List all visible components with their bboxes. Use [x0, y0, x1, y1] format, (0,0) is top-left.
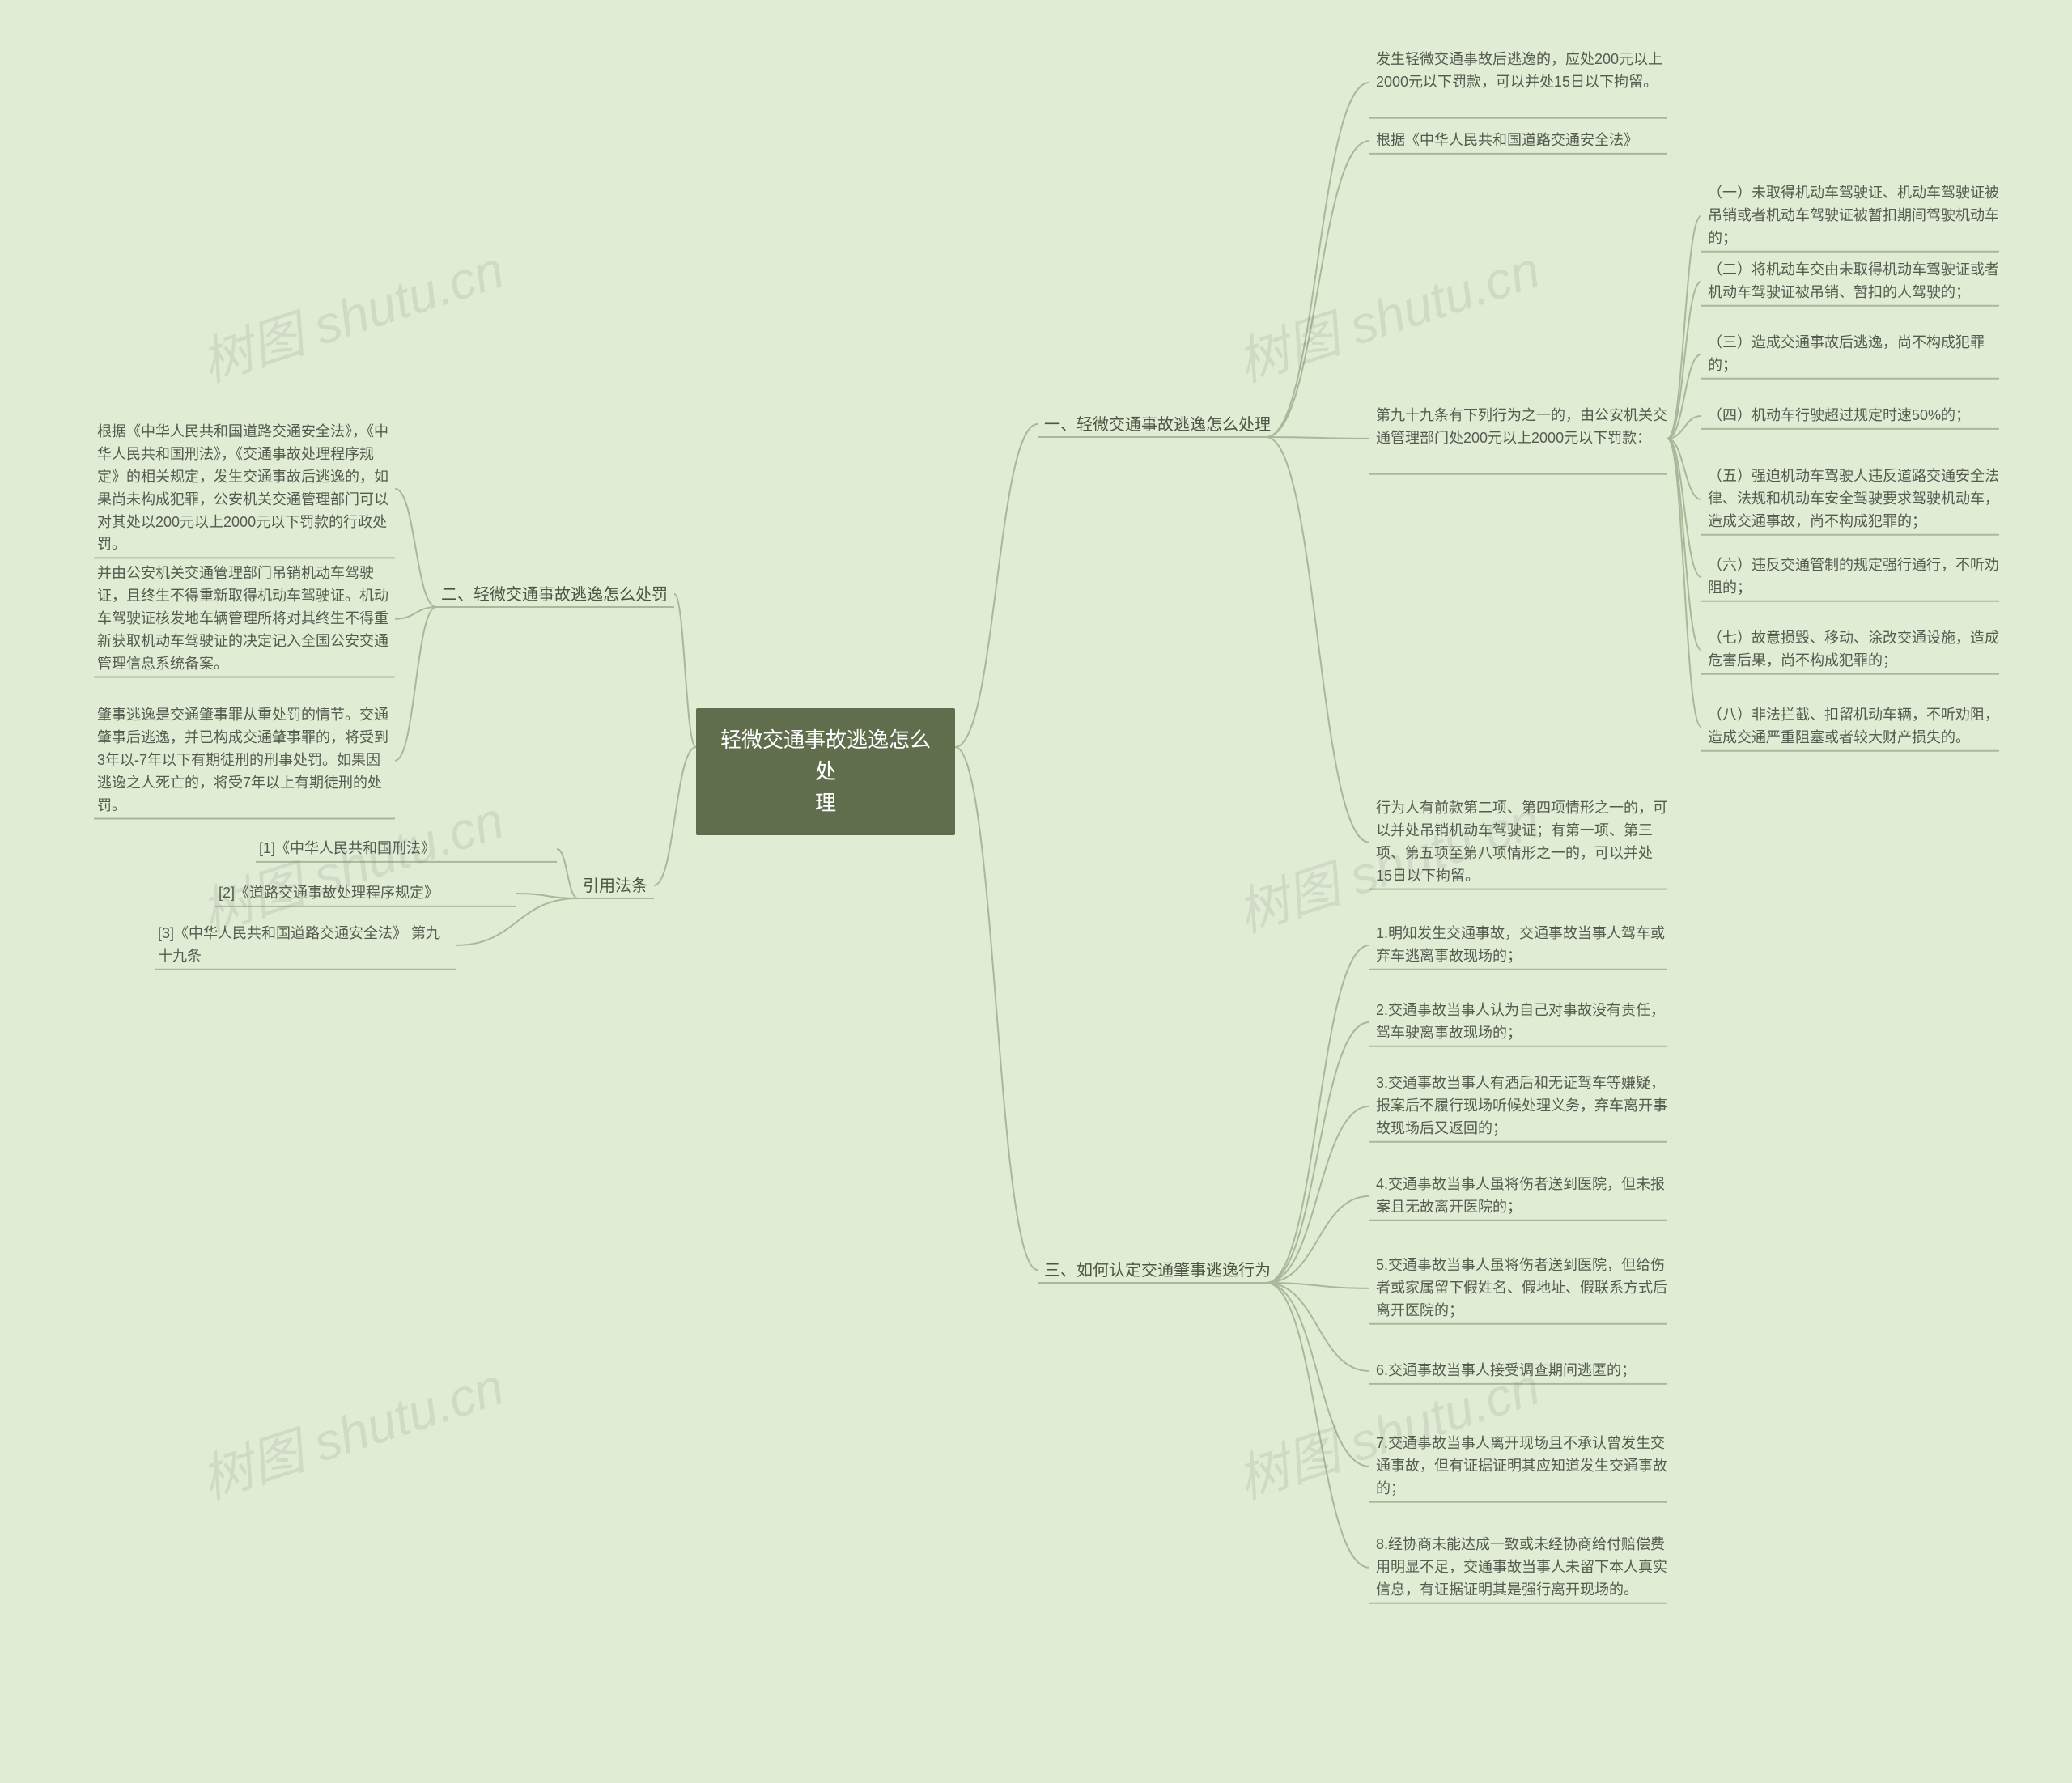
leaf-node: 根据《中华人民共和国道路交通安全法》 — [1376, 129, 1638, 152]
leaf-node: 根据《中华人民共和国道路交通安全法》，《中华人民共和国刑法》，《交通事故处理程序… — [97, 421, 388, 556]
root-node: 轻微交通事故逃逸怎么处理 — [696, 708, 955, 835]
leaf-node: （五）强迫机动车驾驶人违反道路交通安全法律、法规和机动车安全驾驶要求驾驶机动车，… — [1708, 465, 1999, 533]
leaf-node: 5.交通事故当事人虽将伤者送到医院，但给伤者或家属留下假姓名、假地址、假联系方式… — [1376, 1254, 1667, 1322]
leaf-node: 发生轻微交通事故后逃逸的，应处200元以上2000元以下罚款，可以并处15日以下… — [1376, 49, 1667, 94]
leaf-node: 行为人有前款第二项、第四项情形之一的，可以并处吊销机动车驾驶证；有第一项、第三项… — [1376, 797, 1667, 888]
branch-node: 一、轻微交通事故逃逸怎么处理 — [1044, 413, 1271, 438]
leaf-node: 1.明知发生交通事故，交通事故当事人驾车或弃车逃离事故现场的； — [1376, 923, 1667, 968]
leaf-node: 并由公安机关交通管理部门吊销机动车驾驶证，且终生不得重新取得机动车驾驶证。机动车… — [97, 562, 388, 675]
leaf-node: 6.交通事故当事人接受调查期间逃匿的； — [1376, 1360, 1636, 1382]
leaf-node: 肇事逃逸是交通肇事罪从重处罚的情节。交通肇事后逃逸，并已构成交通肇事罪的，将受到… — [97, 704, 388, 817]
branch-node: 三、如何认定交通肇事逃逸行为 — [1044, 1259, 1271, 1284]
mindmap-canvas: 树图 shutu.cn树图 shutu.cn树图 shutu.cn树图 shut… — [0, 0, 2072, 1783]
branch-node: 引用法条 — [583, 874, 648, 899]
leaf-node: （四）机动车行驶超过规定时速50%的； — [1708, 405, 1970, 427]
watermark: 树图 shutu.cn — [1226, 228, 1548, 396]
leaf-node: （六）违反交通管制的规定强行通行，不听劝阻的； — [1708, 554, 1999, 600]
leaf-node: [3]《中华人民共和国道路交通安全法》 第九十九条 — [158, 923, 449, 968]
leaf-node: [2]《道路交通事故处理程序规定》 — [219, 882, 439, 905]
leaf-node: （一）未取得机动车驾驶证、机动车驾驶证被吊销或者机动车驾驶证被暂扣期间驾驶机动车… — [1708, 182, 1999, 250]
watermark: 树图 shutu.cn — [190, 1345, 512, 1513]
leaf-node: 2.交通事故当事人认为自己对事故没有责任，驾车驶离事故现场的； — [1376, 1000, 1667, 1045]
leaf-node: 第九十九条有下列行为之一的，由公安机关交通管理部门处200元以上2000元以下罚… — [1376, 405, 1667, 450]
leaf-node: [1]《中华人民共和国刑法》 — [259, 838, 435, 860]
leaf-node: 4.交通事故当事人虽将伤者送到医院，但未报案且无故离开医院的； — [1376, 1174, 1667, 1219]
leaf-node: 3.交通事故当事人有酒后和无证驾车等嫌疑，报案后不履行现场听候处理义务，弃车离开… — [1376, 1072, 1667, 1140]
branch-node: 二、轻微交通事故逃逸怎么处罚 — [441, 583, 668, 608]
watermark: 树图 shutu.cn — [190, 228, 512, 396]
leaf-node: （三）造成交通事故后逃逸，尚不构成犯罪的； — [1708, 332, 1999, 377]
leaf-node: 7.交通事故当事人离开现场且不承认曾发生交通事故，但有证据证明其应知道发生交通事… — [1376, 1433, 1667, 1501]
leaf-node: （二）将机动车交由未取得机动车驾驶证或者机动车驾驶证被吊销、暂扣的人驾驶的； — [1708, 259, 1999, 304]
leaf-node: 8.经协商未能达成一致或未经协商给付赔偿费用明显不足，交通事故当事人未留下本人真… — [1376, 1534, 1667, 1602]
leaf-node: （八）非法拦截、扣留机动车辆，不听劝阻，造成交通严重阻塞或者较大财产损失的。 — [1708, 704, 1999, 749]
leaf-node: （七）故意损毁、移动、涂改交通设施，造成危害后果，尚不构成犯罪的； — [1708, 627, 1999, 673]
